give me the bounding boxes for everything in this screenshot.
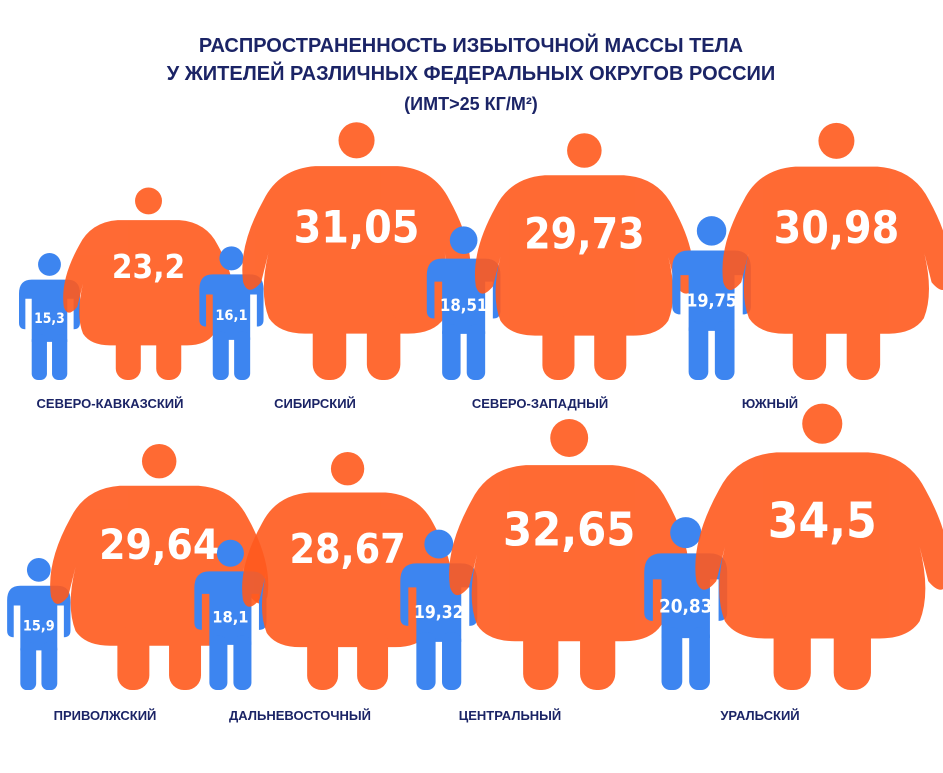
- body: [695, 452, 943, 639]
- head: [216, 539, 244, 567]
- orange-figure: [63, 187, 234, 380]
- category-label: СИБИРСКИЙ: [274, 396, 356, 411]
- leg: [661, 627, 683, 690]
- value-label: 32,65: [503, 502, 635, 556]
- head: [670, 517, 702, 549]
- value-label: 34,5: [768, 491, 877, 549]
- category-label: ДАЛЬНЕВОСТОЧНЫЙ: [229, 708, 371, 723]
- leg: [689, 627, 710, 690]
- head: [567, 133, 602, 168]
- head: [449, 226, 478, 255]
- leg: [115, 329, 141, 380]
- head: [424, 529, 454, 559]
- leg: [31, 334, 47, 380]
- orange-figure: [449, 419, 690, 690]
- value-label: 31,05: [294, 203, 420, 254]
- category-label: ПРИВОЛЖСКИЙ: [54, 708, 157, 723]
- leg: [156, 329, 182, 380]
- leg: [688, 320, 709, 380]
- head: [818, 122, 855, 159]
- value-label: 16,1: [215, 308, 247, 324]
- leg: [312, 312, 347, 380]
- leg: [357, 628, 389, 690]
- body: [722, 166, 943, 334]
- orange-figure: [722, 122, 943, 380]
- leg: [714, 320, 735, 380]
- orange-figure: [242, 122, 471, 380]
- leg: [209, 635, 228, 690]
- orange-figure: [474, 133, 694, 380]
- leg: [580, 619, 616, 690]
- head: [696, 216, 727, 246]
- category-label: СЕВЕРО-КАВКАЗСКИЙ: [37, 396, 184, 411]
- head: [219, 246, 244, 271]
- leg: [20, 642, 37, 690]
- category-label: ЦЕНТРАЛЬНЫЙ: [459, 708, 562, 723]
- chart-title: РАСПРОСТРАНЕННОСТЬ ИЗБЫТОЧНОЙ МАССЫ ТЕЛА: [199, 33, 743, 57]
- head: [550, 419, 589, 457]
- leg: [307, 628, 339, 690]
- category-label: СЕВЕРО-ЗАПАДНЫЙ: [472, 396, 608, 411]
- leg: [169, 626, 202, 690]
- category-label: УРАЛЬСКИЙ: [720, 708, 799, 723]
- head: [141, 443, 177, 479]
- leg: [792, 313, 827, 380]
- head: [26, 558, 51, 582]
- value-label: 19,32: [414, 603, 464, 623]
- body: [449, 465, 690, 642]
- value-label: 28,67: [289, 525, 405, 573]
- leg: [41, 642, 58, 690]
- leg: [833, 615, 871, 690]
- blue-figure: [672, 216, 751, 380]
- leg: [594, 315, 627, 380]
- leg: [52, 334, 68, 380]
- leg: [234, 331, 251, 380]
- body: [242, 166, 471, 334]
- body: [474, 175, 694, 336]
- value-label: 30,98: [774, 203, 900, 254]
- leg: [117, 626, 150, 690]
- head: [38, 253, 61, 276]
- value-label: 15,3: [34, 311, 65, 327]
- head: [338, 122, 375, 159]
- head: [802, 403, 843, 444]
- leg: [442, 324, 461, 380]
- leg: [366, 312, 401, 380]
- head: [135, 187, 162, 215]
- leg: [466, 324, 486, 380]
- value-label: 23,2: [112, 247, 185, 286]
- value-label: 20,83: [659, 597, 712, 618]
- body: [199, 274, 264, 340]
- leg: [773, 615, 811, 690]
- head: [330, 452, 365, 486]
- blue-figure: [199, 246, 264, 380]
- category-label: ЮЖНЫЙ: [742, 396, 798, 411]
- leg: [212, 331, 229, 380]
- leg: [442, 632, 462, 690]
- leg: [846, 313, 881, 380]
- body: [63, 220, 234, 346]
- value-label: 19,75: [686, 290, 737, 311]
- leg: [523, 619, 559, 690]
- value-label: 18,51: [440, 295, 488, 315]
- value-label: 15,9: [23, 619, 55, 635]
- value-label: 18,1: [212, 607, 248, 626]
- leg: [542, 315, 575, 380]
- chart-subtitle: (ИМТ>25 КГ/М²): [404, 94, 538, 114]
- orange-figure: [695, 403, 943, 690]
- leg: [233, 635, 252, 690]
- leg: [416, 632, 436, 690]
- value-label: 29,73: [524, 209, 645, 258]
- chart-title: У ЖИТЕЛЕЙ РАЗЛИЧНЫХ ФЕДЕРАЛЬНЫХ ОКРУГОВ …: [167, 61, 776, 85]
- value-label: 29,64: [99, 520, 219, 569]
